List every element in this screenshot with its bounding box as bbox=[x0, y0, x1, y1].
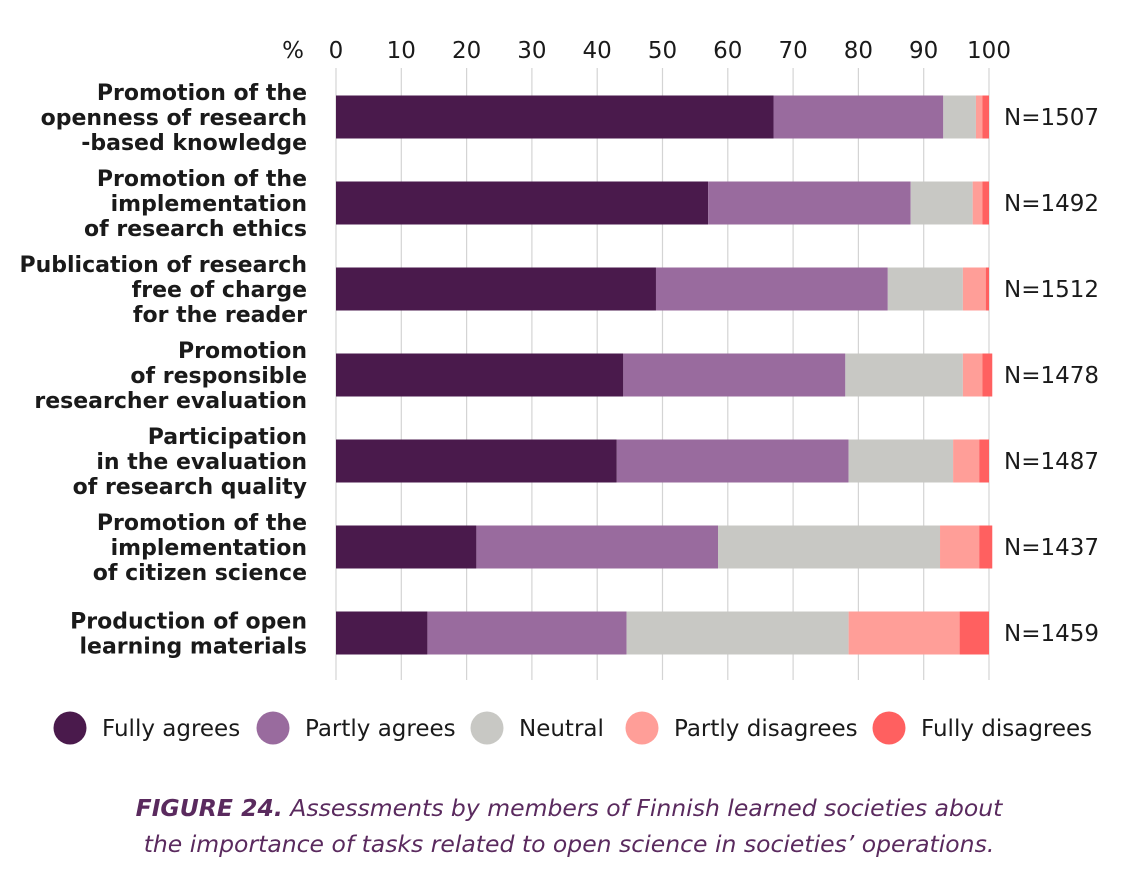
category-label-line: Production of open bbox=[70, 610, 307, 635]
bar-segment bbox=[848, 439, 954, 483]
bar-segment bbox=[476, 525, 719, 569]
n-label: N=1487 bbox=[1004, 449, 1099, 475]
bar-segment bbox=[979, 525, 993, 569]
n-label: N=1512 bbox=[1004, 277, 1099, 303]
x-tick-label: 50 bbox=[648, 38, 677, 64]
n-label: N=1492 bbox=[1004, 191, 1099, 217]
bar-segment bbox=[626, 611, 849, 655]
category-label-line: researcher evaluation bbox=[34, 389, 307, 414]
bar-segment bbox=[718, 525, 941, 569]
bar-segment bbox=[336, 267, 656, 311]
bar-segment bbox=[845, 353, 963, 397]
category-label-line: of research quality bbox=[73, 475, 307, 500]
legend-label: Fully disagrees bbox=[921, 716, 1092, 742]
category-label-line: Promotion of the bbox=[97, 81, 307, 106]
category-label-line: Promotion bbox=[178, 339, 307, 364]
x-tick-label: 70 bbox=[778, 38, 807, 64]
bar-segment bbox=[708, 181, 911, 225]
bar-segment bbox=[336, 181, 709, 225]
x-tick-label: 10 bbox=[387, 38, 416, 64]
legend-label: Neutral bbox=[519, 716, 604, 742]
category-label-line: free of charge bbox=[132, 278, 307, 303]
category-label-line: of citizen science bbox=[93, 561, 307, 586]
bar-segment bbox=[623, 353, 846, 397]
x-tick-label: 90 bbox=[909, 38, 938, 64]
category-label-line: for the reader bbox=[133, 303, 307, 328]
bar-segment bbox=[979, 439, 989, 483]
bar-segment bbox=[655, 267, 888, 311]
bar-segment bbox=[982, 95, 989, 139]
bar-segment bbox=[985, 267, 989, 311]
bar-segment bbox=[910, 181, 973, 225]
bar-segment bbox=[962, 267, 986, 311]
bar-segment bbox=[953, 439, 980, 483]
n-labels: N=1507 N=1492 N=1512 N=1478 N=1487 N=1437 N=14… bbox=[1004, 105, 1099, 647]
caption-text: Assessments by members of Finnish learne… bbox=[282, 794, 1003, 822]
bar-segment bbox=[336, 525, 477, 569]
n-label: N=1437 bbox=[1004, 535, 1099, 561]
legend-label: Fully agrees bbox=[102, 716, 240, 742]
figure-label: FIGURE 24. bbox=[135, 794, 283, 822]
bar-segment bbox=[943, 95, 976, 139]
bar-segment bbox=[616, 439, 849, 483]
category-label-line: Promotion of the bbox=[97, 167, 307, 192]
x-axis-unit-label: % bbox=[282, 38, 304, 64]
legend: Fully agrees Partly agrees Neutral Partly d… bbox=[53, 711, 1092, 745]
bar-segment bbox=[975, 95, 983, 139]
bar-segment bbox=[336, 439, 617, 483]
x-tick-label: 60 bbox=[713, 38, 742, 64]
legend-label: Partly disagrees bbox=[674, 716, 858, 742]
category-label-line: of research ethics bbox=[84, 217, 307, 242]
legend-marker bbox=[53, 711, 87, 745]
x-tick-label: 20 bbox=[452, 38, 481, 64]
n-label: N=1459 bbox=[1004, 621, 1099, 647]
x-axis-ticks: % 0 10 20 30 40 50 60 70 80 90 100 bbox=[282, 38, 1011, 64]
category-label-line: learning materials bbox=[79, 635, 307, 660]
bar-segment bbox=[982, 181, 989, 225]
x-tick-label: 0 bbox=[329, 38, 344, 64]
bar-segment bbox=[887, 267, 963, 311]
bar-segment bbox=[848, 611, 960, 655]
category-label-line: Promotion of the bbox=[97, 511, 307, 536]
legend-label: Partly agrees bbox=[305, 716, 456, 742]
x-tick-label: 100 bbox=[967, 38, 1011, 64]
figure-caption: FIGURE 24. Assessments by members of Fin… bbox=[0, 790, 1138, 862]
x-tick-label: 40 bbox=[583, 38, 612, 64]
category-label-line: Participation bbox=[148, 425, 307, 450]
category-label-line: openness of research bbox=[41, 106, 307, 131]
legend-marker bbox=[256, 711, 290, 745]
bar-segment bbox=[773, 95, 944, 139]
x-tick-label: 30 bbox=[517, 38, 546, 64]
category-label-line: of responsible bbox=[130, 364, 307, 389]
bar-segment bbox=[962, 353, 983, 397]
bar-segment bbox=[336, 353, 624, 397]
caption-text-line2: the importance of tasks related to open … bbox=[143, 830, 995, 858]
x-tick-label: 80 bbox=[844, 38, 873, 64]
bar-segment bbox=[427, 611, 627, 655]
category-label-line: implementation bbox=[111, 536, 307, 561]
bar-segment bbox=[940, 525, 980, 569]
category-label-line: in the evaluation bbox=[96, 450, 307, 475]
category-label-line: -based knowledge bbox=[81, 131, 307, 156]
bar-segment bbox=[336, 611, 428, 655]
bar-segment bbox=[972, 181, 983, 225]
bar-segment bbox=[959, 611, 989, 655]
legend-marker bbox=[625, 711, 659, 745]
legend-marker bbox=[872, 711, 906, 745]
n-label: N=1507 bbox=[1004, 105, 1099, 131]
n-label: N=1478 bbox=[1004, 363, 1099, 389]
legend-marker bbox=[470, 711, 504, 745]
bar-segment bbox=[336, 95, 774, 139]
category-label-line: Publication of research bbox=[19, 253, 307, 278]
category-label-line: implementation bbox=[111, 192, 307, 217]
stacked-bar-chart: % 0 10 20 30 40 50 60 70 80 90 100 Promotion of th… bbox=[19, 38, 1099, 745]
bars bbox=[336, 95, 993, 655]
bar-segment bbox=[982, 353, 993, 397]
